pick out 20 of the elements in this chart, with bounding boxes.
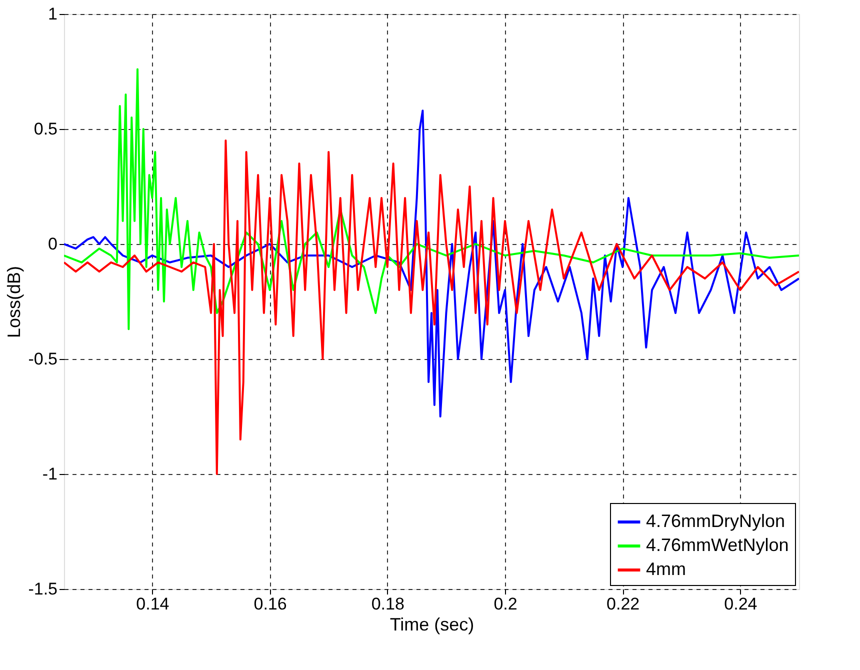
x-tick-label: 0.24 bbox=[724, 594, 758, 614]
y-axis-title: Loss(dB) bbox=[4, 266, 24, 338]
legend-label: 4mm bbox=[646, 559, 686, 579]
y-tick-label: 0 bbox=[48, 234, 58, 254]
y-tick-label: -1.5 bbox=[28, 580, 58, 598]
x-tick-label: 0.18 bbox=[371, 594, 404, 614]
legend-label: 4.76mmWetNylon bbox=[646, 535, 789, 555]
line-series bbox=[64, 68, 799, 330]
y-tick-label: -1 bbox=[42, 464, 58, 484]
x-tick-label: 0.22 bbox=[606, 594, 640, 614]
y-tick-label: -0.5 bbox=[28, 350, 58, 368]
x-tick-label: 0.2 bbox=[494, 594, 518, 614]
y-tick-label: 1 bbox=[48, 4, 58, 24]
line-series bbox=[64, 110, 799, 418]
y-tick-label: 0.5 bbox=[34, 120, 58, 138]
line-series bbox=[64, 140, 799, 475]
legend-label: 4.76mmDryNylon bbox=[646, 511, 786, 531]
x-tick-label: 0.16 bbox=[254, 594, 287, 614]
x-axis-title: Time (sec) bbox=[390, 614, 474, 634]
x-tick-label: 0.14 bbox=[136, 594, 170, 614]
